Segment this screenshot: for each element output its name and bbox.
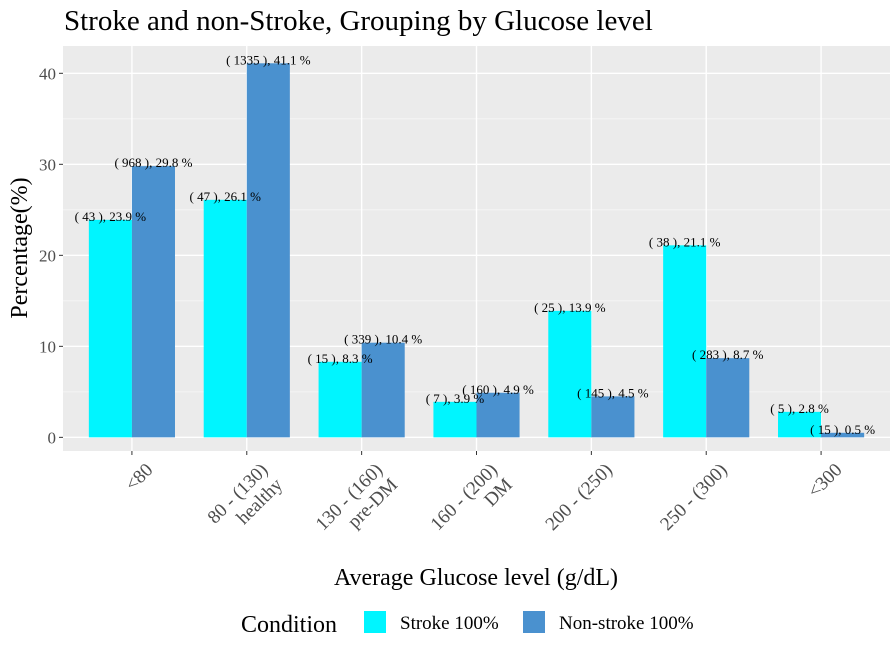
data-label-stroke: ( 25 ), 13.9 % <box>534 300 606 315</box>
bar-non-stroke <box>131 166 175 438</box>
y-tick-label: 10 <box>39 337 56 356</box>
y-tick-label: 0 <box>48 428 57 447</box>
bar-non-stroke <box>821 432 865 438</box>
legend-swatch-non-stroke <box>523 611 545 633</box>
y-tick-labels: 0 10 20 30 40 <box>39 64 63 447</box>
data-label-non-stroke: ( 15 ), 0.5 % <box>810 422 875 437</box>
data-label-non-stroke: ( 968 ), 29.8 % <box>114 155 192 170</box>
x-tick-label: 250 - (300) <box>656 460 731 535</box>
x-tick-label-text: 130 - (160)pre-DM <box>312 460 402 550</box>
bar-stroke <box>663 245 707 438</box>
data-label-stroke: ( 38 ), 21.1 % <box>649 234 721 249</box>
bar-stroke <box>548 310 592 438</box>
x-tick-label-text: 250 - (300) <box>656 460 731 535</box>
bar-non-stroke <box>706 358 750 438</box>
y-tick-label: 30 <box>39 155 56 174</box>
legend-label-non-stroke: Non-stroke 100% <box>559 613 694 634</box>
x-tick-label-text: 160 - (200)DM <box>427 460 517 550</box>
bar-stroke <box>203 199 247 438</box>
x-tick-label-text: 80 - (130)healthy <box>204 459 288 543</box>
bar-non-stroke <box>476 392 520 438</box>
x-tick-label-text: <80 <box>121 460 157 496</box>
legend-title: Condition <box>241 612 337 638</box>
y-tick-label: 40 <box>39 64 56 83</box>
bar-stroke <box>318 361 362 438</box>
x-tick-label: 130 - (160)pre-DM <box>312 460 402 550</box>
data-label-stroke: ( 15 ), 8.3 % <box>308 351 373 366</box>
bar-non-stroke <box>591 396 635 438</box>
bar-stroke <box>88 219 132 438</box>
bar-stroke <box>778 411 822 438</box>
data-label-stroke: ( 43 ), 23.9 % <box>75 209 147 224</box>
legend-label-stroke: Stroke 100% <box>400 613 499 634</box>
x-tick-label-line: <80 <box>121 460 157 496</box>
x-tick-label-line: <300 <box>804 460 847 503</box>
data-labels: ( 43 ), 23.9 % ( 47 ), 26.1 % ( 15 ), 8.3 … <box>75 52 876 437</box>
legend: Condition Stroke 100% Non-stroke 100% <box>241 611 694 638</box>
bar-non-stroke <box>361 342 405 438</box>
x-tick-label-text: <300 <box>804 460 847 503</box>
data-label-non-stroke: ( 283 ), 8.7 % <box>692 347 764 362</box>
data-label-non-stroke: ( 145 ), 4.5 % <box>577 385 649 400</box>
x-tick-label-text: 200 - (250) <box>542 460 617 535</box>
y-axis-label: Percentage(%) <box>7 177 33 318</box>
bars <box>88 63 865 438</box>
legend-swatch-stroke <box>364 611 386 633</box>
data-label-stroke: ( 7 ), 3.9 % <box>426 391 485 406</box>
x-tick-label-line: 250 - (300) <box>656 460 731 535</box>
bar-non-stroke <box>246 63 290 438</box>
x-tick-labels: <80 80 - (130)healthy 130 - (160)pre-DM 160… <box>121 451 847 550</box>
bar-stroke <box>433 401 477 438</box>
x-tick-label: 80 - (130)healthy <box>204 459 288 543</box>
chart-title: Stroke and non-Stroke, Grouping by Gluco… <box>64 5 653 37</box>
x-tick-label: 200 - (250) <box>542 460 617 535</box>
data-label-non-stroke: ( 160 ), 4.9 % <box>462 382 534 397</box>
data-label-stroke: ( 47 ), 26.1 % <box>189 189 261 204</box>
data-label-non-stroke: ( 339 ), 10.4 % <box>344 332 422 347</box>
x-tick-label: 160 - (200)DM <box>427 460 517 550</box>
x-axis-label: Average Glucose level (g/dL) <box>334 565 618 591</box>
y-tick-label: 20 <box>39 246 56 265</box>
x-tick-label: <300 <box>804 460 847 503</box>
data-label-non-stroke: ( 1335 ), 41.1 % <box>226 52 311 67</box>
data-label-stroke: ( 5 ), 2.8 % <box>770 401 829 416</box>
x-tick-label: <80 <box>121 460 157 496</box>
x-tick-label-line: 200 - (250) <box>542 460 617 535</box>
